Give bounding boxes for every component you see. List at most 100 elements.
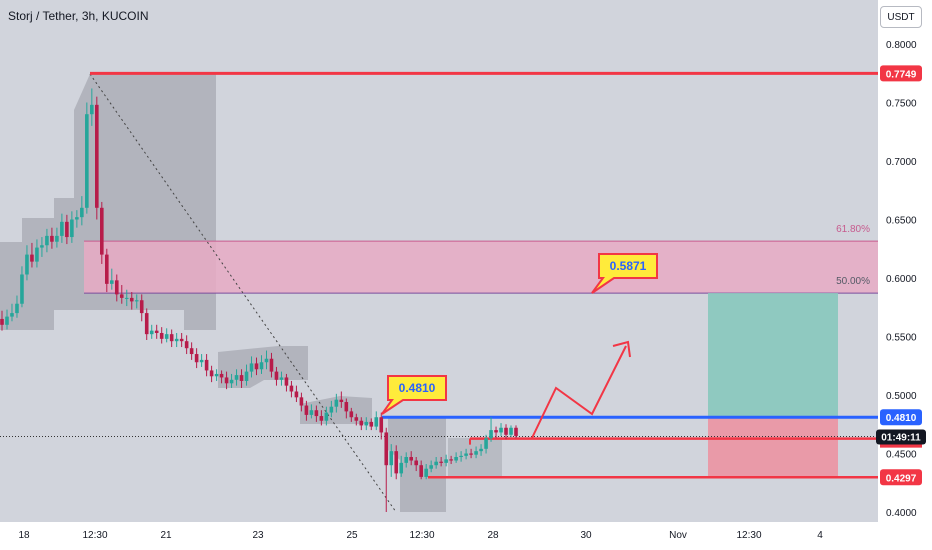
candle-body <box>159 332 164 339</box>
candle-body <box>229 379 234 384</box>
candle-body <box>364 421 369 426</box>
time-tick-label: 21 <box>160 530 172 541</box>
candle-body <box>259 362 264 370</box>
candle-body <box>234 375 239 380</box>
candle-body <box>424 468 428 477</box>
candle-body <box>20 274 24 304</box>
candle-body <box>100 207 104 255</box>
candle-body <box>249 363 254 372</box>
candle-body <box>464 453 468 456</box>
price-tag-support-bg <box>880 469 922 486</box>
candle-body <box>514 427 518 436</box>
candle-body <box>164 334 169 339</box>
price-tick-label: 0.6000 <box>886 274 917 285</box>
time-tick-label: 30 <box>580 530 592 541</box>
fib-zone <box>84 241 878 294</box>
candle-body <box>134 300 139 302</box>
target-zone <box>708 293 838 418</box>
price-tag-breakout-bg <box>880 409 922 426</box>
callout-0587-text: 0.5871 <box>610 259 647 273</box>
candle-body <box>434 461 438 466</box>
time-tick-label: 28 <box>487 530 499 541</box>
candle-body <box>40 245 44 248</box>
time-tick-label: 4 <box>817 530 823 541</box>
candle-body <box>344 402 349 412</box>
projection-arrowhead <box>612 340 631 358</box>
shaded-zone-base <box>448 438 502 476</box>
candle-body <box>329 406 334 413</box>
time-tick-label: 12:30 <box>82 530 107 541</box>
candle-body <box>169 334 174 342</box>
candle-body <box>35 247 39 262</box>
candle-body <box>369 421 374 427</box>
candle-body <box>314 410 319 417</box>
candle-body <box>30 254 34 262</box>
candle-body <box>389 451 394 466</box>
candle-body <box>85 114 89 208</box>
price-tick-label: 0.8000 <box>886 40 917 51</box>
candle-body <box>5 316 9 325</box>
candle-body <box>149 330 154 335</box>
candle-body <box>504 427 508 435</box>
candle-body <box>119 294 124 298</box>
fib-label-500: 50.00% <box>836 276 870 287</box>
candle-body <box>0 318 4 325</box>
callout-0587-box <box>591 253 658 294</box>
candle-body <box>114 280 119 295</box>
candle-body <box>80 207 84 218</box>
candle-body <box>484 438 488 449</box>
candle-body <box>454 457 458 461</box>
candle-body <box>75 217 79 220</box>
price-tag-resistance-bg <box>880 65 922 82</box>
candle-body <box>254 363 259 370</box>
candle-body <box>204 359 209 371</box>
price-tick-label: 0.7000 <box>886 157 917 168</box>
candle-body <box>279 377 284 380</box>
price-tag-breakout-text: 0.4810 <box>886 413 917 424</box>
candle-body <box>70 219 74 238</box>
candle-body <box>339 399 344 403</box>
countdown-tag-text: 01:49:11 <box>881 433 921 444</box>
candle-body <box>95 104 99 208</box>
candle-body <box>309 410 314 415</box>
candle-body <box>294 391 299 398</box>
candle-body <box>299 397 304 406</box>
price-tick-label: 0.6500 <box>886 216 917 227</box>
candle-body <box>334 399 339 407</box>
price-tick-label: 0.4500 <box>886 450 917 461</box>
time-axis-panel <box>0 522 878 550</box>
time-tick-label: 18 <box>18 530 30 541</box>
candle-body <box>129 297 134 302</box>
price-axis-panel <box>878 0 932 550</box>
candle-body <box>494 430 498 433</box>
candle-body <box>90 104 94 115</box>
candle-body <box>60 221 64 236</box>
price-tick-label: 0.5000 <box>886 391 917 402</box>
projection-path <box>531 345 627 439</box>
price-tick-label: 0.5500 <box>886 333 917 344</box>
candle-body <box>444 459 448 463</box>
currency-selector-button[interactable]: USDT <box>880 6 922 28</box>
candle-body <box>394 451 399 474</box>
candle-body <box>10 313 14 317</box>
candle-body <box>319 416 324 421</box>
candle-body <box>199 359 204 363</box>
candle-body <box>55 235 59 242</box>
candle-body <box>269 358 274 372</box>
countdown-tag-bg <box>876 429 926 445</box>
time-tick-label: 12:30 <box>736 530 761 541</box>
time-tick-label: 12:30 <box>409 530 434 541</box>
candle-body <box>419 465 423 477</box>
price-tag-support-text: 0.4297 <box>886 473 917 484</box>
candle-body <box>189 348 194 355</box>
candle-body <box>224 377 229 384</box>
candle-body <box>304 405 309 415</box>
candle-body <box>384 432 389 466</box>
callout-0481-text: 0.4810 <box>399 381 436 395</box>
candle-body <box>274 371 279 380</box>
candle-body <box>214 373 219 377</box>
stop-zone <box>708 417 838 478</box>
candle-body <box>239 375 244 381</box>
